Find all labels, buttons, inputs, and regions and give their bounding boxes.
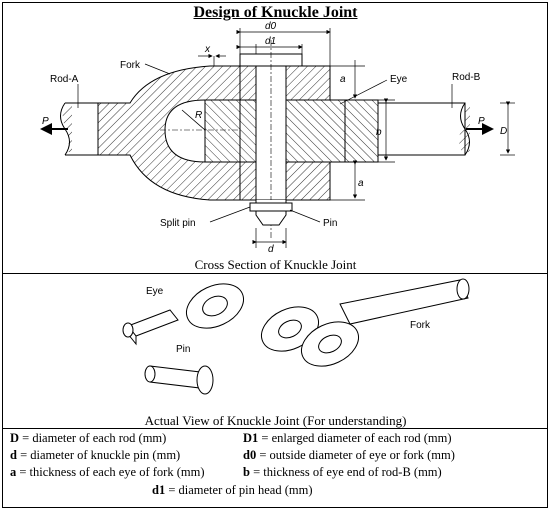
dim-d1-label: d1 xyxy=(265,36,276,47)
divider-2 xyxy=(2,428,548,429)
dim-b-label: b xyxy=(376,127,382,138)
eye-label: Eye xyxy=(390,74,408,85)
pin-label: Pin xyxy=(323,218,337,229)
actual-eye-label: Eye xyxy=(146,286,164,297)
legend-item-a: a = thickness of each eye of fork (mm) xyxy=(10,465,205,479)
pin-part xyxy=(144,365,214,395)
eye-part xyxy=(122,283,244,346)
actual-fork-label: Fork xyxy=(410,320,431,331)
fork-part xyxy=(261,278,470,367)
legend-item-d0: d0 = outside diameter of eye or fork (mm… xyxy=(243,448,455,462)
rod-a-label: Rod-A xyxy=(50,74,79,85)
fork-label: Fork xyxy=(120,60,141,71)
rod-diameter-label: D xyxy=(500,126,507,137)
dim-a-bottom-label: a xyxy=(358,178,364,189)
radius-label: R xyxy=(195,110,202,121)
cross-section-diagram: Fork Eye Rod-A Rod-B Split pin Pin P P D… xyxy=(40,21,515,255)
dim-x-label: x xyxy=(204,44,211,55)
force-p-left-label: P xyxy=(42,116,49,127)
page-title: Design of Knuckle Joint xyxy=(193,4,358,21)
rod-b-label: Rod-B xyxy=(452,72,481,83)
dim-d0-label: d0 xyxy=(265,21,277,32)
legend-item-D: D = diameter of each rod (mm) xyxy=(10,431,167,445)
legend-item-d: d = diameter of knuckle pin (mm) xyxy=(10,448,181,462)
dim-d-label: d xyxy=(268,244,274,255)
dim-a-top-label: a xyxy=(340,74,346,85)
dimension-lines xyxy=(40,28,515,248)
actual-view-caption: Actual View of Knuckle Joint (For unders… xyxy=(144,413,407,428)
divider-1 xyxy=(2,273,548,274)
force-p-right-label: P xyxy=(478,116,485,127)
actual-pin-label: Pin xyxy=(176,344,190,355)
legend-item-D1: D1 = enlarged diameter of each rod (mm) xyxy=(243,431,452,445)
legend-item-b: b = thickness of eye end of rod-B (mm) xyxy=(243,465,442,479)
rod-b xyxy=(345,99,470,163)
split-pin-label: Split pin xyxy=(160,218,196,229)
actual-view-diagram: Eye Fork Pin xyxy=(122,278,470,395)
cross-section-caption: Cross Section of Knuckle Joint xyxy=(194,257,357,272)
legend-item-d1: d1 = diameter of pin head (mm) xyxy=(152,483,313,497)
